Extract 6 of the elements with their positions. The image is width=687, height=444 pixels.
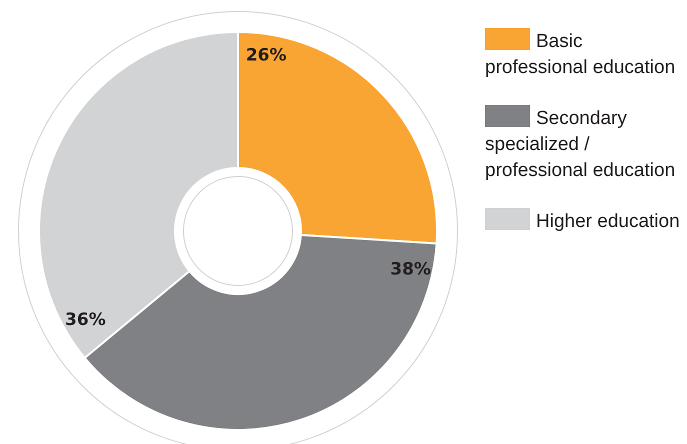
data-label: 26% (246, 46, 287, 66)
data-label: 36% (65, 310, 106, 330)
legend-label: Secondary specialized / professional education (485, 108, 676, 181)
legend-label: Higher education (536, 211, 680, 232)
data-label: 38% (390, 260, 431, 280)
legend-label: Basic professional education (485, 31, 676, 78)
